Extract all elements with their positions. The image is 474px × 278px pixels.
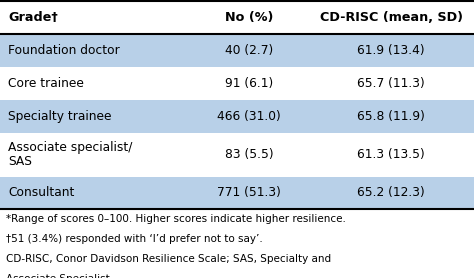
Text: 65.8 (11.9): 65.8 (11.9)	[357, 110, 425, 123]
Text: 466 (31.0): 466 (31.0)	[217, 110, 281, 123]
Text: *Range of scores 0–100. Higher scores indicate higher resilience.: *Range of scores 0–100. Higher scores in…	[6, 214, 346, 224]
Text: Consultant: Consultant	[8, 187, 74, 199]
Text: 65.2 (12.3): 65.2 (12.3)	[357, 187, 425, 199]
Text: 65.7 (11.3): 65.7 (11.3)	[357, 77, 425, 90]
Text: Associate Specialist.: Associate Specialist.	[6, 274, 113, 278]
Text: Grade†: Grade†	[8, 11, 58, 24]
Bar	[0, 67, 474, 100]
Bar	[0, 34, 474, 67]
Text: 771 (51.3): 771 (51.3)	[217, 187, 281, 199]
Text: No (%): No (%)	[225, 11, 273, 24]
Text: CD-RISC, Conor Davidson Resilience Scale; SAS, Specialty and: CD-RISC, Conor Davidson Resilience Scale…	[6, 254, 331, 264]
Bar	[0, 1, 474, 34]
Text: 61.9 (13.4): 61.9 (13.4)	[357, 44, 425, 57]
Text: Specialty trainee: Specialty trainee	[8, 110, 111, 123]
Text: ​†​51 (3.4%) responded with ‘I’d prefer not to say’.: ​†​51 (3.4%) responded with ‘I’d prefer …	[6, 234, 263, 244]
Text: 91 (6.1): 91 (6.1)	[225, 77, 273, 90]
Bar	[0, 177, 474, 209]
Bar	[0, 133, 474, 177]
Text: 83 (5.5): 83 (5.5)	[225, 148, 273, 161]
Text: Foundation doctor: Foundation doctor	[8, 44, 120, 57]
Text: CD-RISC (mean, SD): CD-RISC (mean, SD)	[319, 11, 463, 24]
Text: 40 (2.7): 40 (2.7)	[225, 44, 273, 57]
Text: Core trainee: Core trainee	[8, 77, 84, 90]
Text: 61.3 (13.5): 61.3 (13.5)	[357, 148, 425, 161]
Bar	[0, 100, 474, 133]
Text: Associate specialist/
SAS: Associate specialist/ SAS	[8, 141, 132, 168]
